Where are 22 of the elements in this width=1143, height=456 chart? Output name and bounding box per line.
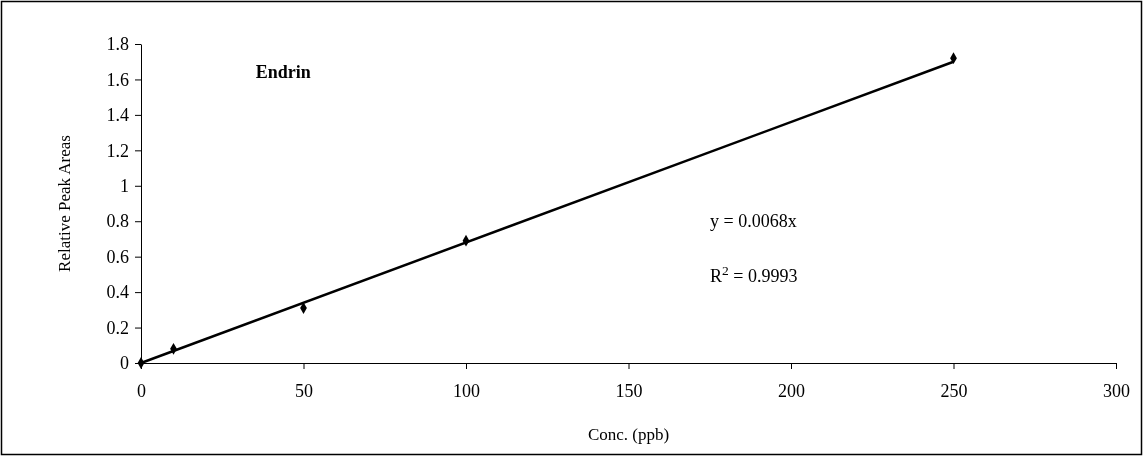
annotation: R$^{2}$ = 0.9993 [710, 262, 798, 286]
y-tick-label: 0.2 [106, 317, 129, 338]
x-tick-label: 0 [137, 381, 146, 402]
x-tick-label: 250 [940, 381, 968, 402]
y-tick-label: 1.4 [106, 105, 129, 126]
x-tick-label: 100 [453, 381, 480, 402]
y-tick-label: 0.6 [106, 246, 129, 267]
y-tick-label: 0 [120, 353, 129, 374]
y-tick-label: 1.2 [106, 140, 129, 161]
text: Endrin [255, 62, 311, 82]
y-tick-label: 1.8 [106, 34, 129, 55]
x-axis-title: Conc. (ppb) [587, 425, 670, 444]
annotation: y = 0.0068x [710, 211, 797, 231]
x-tick-label: 200 [778, 381, 805, 402]
y-tick-label: 0.4 [106, 282, 129, 303]
x-tick-label: 300 [1103, 381, 1130, 402]
y-tick-label: 1.6 [106, 69, 129, 90]
y-tick-label: 0.8 [106, 211, 129, 232]
x-tick-label: 150 [615, 381, 643, 402]
y-axis-title: Relative Peak Areas [55, 135, 74, 272]
x-tick-label: 50 [295, 381, 313, 402]
y-tick-label: 1 [120, 176, 129, 197]
